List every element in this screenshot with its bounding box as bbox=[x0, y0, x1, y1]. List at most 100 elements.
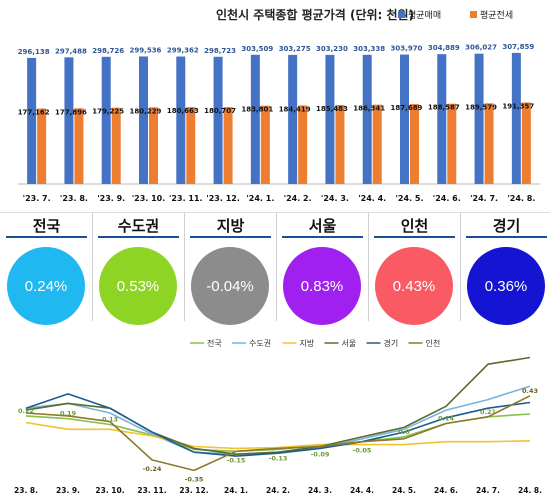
x-tick-label: '23. 10. bbox=[132, 194, 166, 203]
region-separator bbox=[184, 213, 185, 321]
price-bar-chart: 인천시 주택종합 평균가격 (단위: 천원) 평균매매 평균전세 296,138 177… bbox=[0, 0, 550, 213]
bar-label-jeonse: 185,483 bbox=[316, 105, 348, 113]
bar-label-sale: 296,138 bbox=[18, 48, 50, 56]
x-tick-label: 24. 8. bbox=[518, 486, 542, 495]
x-tick-label: '24. 5. bbox=[395, 194, 423, 203]
bar-sale bbox=[139, 56, 148, 184]
bar-jeonse bbox=[111, 107, 121, 184]
data-label: 0.14 bbox=[438, 415, 455, 423]
region-card: 지방 -0.04% bbox=[186, 213, 275, 325]
bar-jeonse bbox=[372, 104, 382, 184]
line-chart-svg: 전국 수도권 지방 서울 경기 인천 0.22 0.19 0.13 -0.24 -0.35 -0.15… bbox=[14, 338, 542, 495]
legend-swatch bbox=[470, 11, 477, 18]
bar-label-sale: 299,536 bbox=[130, 46, 162, 54]
bar-sale bbox=[288, 54, 298, 184]
bar-label-sale: 304,889 bbox=[428, 44, 460, 52]
region-underline bbox=[282, 236, 363, 238]
bar-label-jeonse: 177,162 bbox=[18, 109, 50, 117]
bar-label-jeonse: 187,689 bbox=[391, 104, 423, 112]
data-label: -0.13 bbox=[269, 454, 288, 462]
bar-jeonse bbox=[260, 105, 270, 184]
bar-sale bbox=[474, 53, 484, 185]
region-value-circle: 0.83% bbox=[283, 247, 361, 325]
x-tick-label: 24. 1. bbox=[224, 486, 248, 495]
x-tick-label: '23. 7. bbox=[23, 194, 51, 203]
data-label: -0.05 bbox=[353, 447, 372, 455]
data-label: 0.19 bbox=[60, 410, 77, 418]
x-tick-label: '24. 8. bbox=[507, 194, 535, 203]
bar-sale bbox=[27, 57, 37, 185]
bar-jeonse bbox=[335, 105, 345, 184]
data-label: 0.43 bbox=[522, 387, 538, 395]
legend-label: 평균매매 bbox=[408, 10, 441, 21]
bar-jeonse bbox=[37, 108, 47, 184]
bar-label-jeonse: 179,225 bbox=[92, 108, 124, 116]
x-tick-label: '23. 9. bbox=[97, 194, 125, 203]
bar-sale bbox=[176, 56, 186, 185]
bar-label-jeonse: 186,341 bbox=[353, 105, 385, 113]
legend-label: 인천 bbox=[426, 338, 441, 348]
bar-jeonse bbox=[410, 104, 419, 184]
region-card: 전국 0.24% bbox=[2, 213, 91, 325]
bar-sale bbox=[362, 54, 372, 184]
region-name: 경기 bbox=[492, 216, 521, 235]
bar-label-sale: 306,027 bbox=[465, 44, 497, 52]
region-name: 인천 bbox=[400, 216, 429, 235]
bar-label-jeonse: 189,579 bbox=[465, 103, 497, 111]
weekly-change-line-chart: 전국 수도권 지방 서울 경기 인천 0.22 0.19 0.13 -0.24 -0.35 -0.15… bbox=[0, 330, 550, 499]
bar-sale bbox=[64, 57, 74, 184]
bar-sale bbox=[400, 54, 409, 184]
x-tick-label: '24. 2. bbox=[284, 194, 312, 203]
x-tick-label: 23. 8. bbox=[14, 486, 38, 495]
region-change-cards: 전국 0.24% 수도권 0.53% 지방 -0.04% 서울 0.83% 인천… bbox=[0, 213, 550, 325]
legend-label: 평균전세 bbox=[480, 10, 513, 21]
bar-jeonse bbox=[186, 107, 196, 184]
bar-chart-svg: 인천시 주택종합 평균가격 (단위: 천원)평균매매 평균전세 296,138 177… bbox=[18, 7, 540, 203]
legend-label: 경기 bbox=[384, 338, 399, 348]
data-label: -0.09 bbox=[311, 451, 330, 459]
region-name: 서울 bbox=[308, 216, 337, 235]
region-name: 지방 bbox=[216, 216, 245, 235]
x-tick-label: '24. 3. bbox=[321, 194, 349, 203]
bar-jeonse bbox=[521, 102, 531, 184]
bar-sale bbox=[250, 54, 260, 184]
bar-jeonse bbox=[298, 105, 308, 184]
data-label: -0.24 bbox=[143, 465, 162, 473]
region-value-circle: 0.24% bbox=[7, 247, 85, 325]
bar-label-sale: 303,230 bbox=[316, 45, 348, 53]
region-value-circle: -0.04% bbox=[191, 247, 269, 325]
legend-swatch bbox=[398, 11, 405, 18]
x-tick-label: '24. 6. bbox=[433, 194, 461, 203]
region-card: 경기 0.36% bbox=[462, 213, 550, 325]
region-underline bbox=[6, 236, 87, 238]
bar-label-sale: 303,338 bbox=[353, 45, 385, 53]
series-line bbox=[25, 421, 531, 450]
region-card: 서울 0.83% bbox=[278, 213, 367, 325]
region-separator bbox=[276, 213, 277, 321]
bar-label-jeonse: 180,229 bbox=[130, 107, 162, 115]
x-tick-label: 24. 7. bbox=[476, 486, 500, 495]
x-tick-label: '24. 1. bbox=[246, 194, 274, 203]
region-underline bbox=[374, 236, 455, 238]
bar-jeonse bbox=[74, 108, 84, 184]
x-tick-label: 23. 9. bbox=[56, 486, 80, 495]
x-tick-label: 24. 3. bbox=[308, 486, 332, 495]
data-label: 0.13 bbox=[102, 415, 118, 423]
bar-label-sale: 297,488 bbox=[55, 47, 87, 55]
bar-label-sale: 298,726 bbox=[92, 47, 124, 55]
data-label: -0.35 bbox=[185, 475, 204, 483]
region-separator bbox=[460, 213, 461, 321]
data-label: -0.15 bbox=[227, 456, 246, 464]
bar-label-jeonse: 180,707 bbox=[204, 107, 236, 115]
bar-label-jeonse: 183,801 bbox=[241, 106, 273, 114]
region-card: 수도권 0.53% bbox=[94, 213, 183, 325]
region-name: 전국 bbox=[32, 216, 61, 235]
x-tick-label: '23. 11. bbox=[169, 194, 203, 203]
bar-jeonse bbox=[484, 103, 494, 184]
x-tick-label: 24. 4. bbox=[350, 486, 374, 495]
region-value-circle: 0.53% bbox=[99, 247, 177, 325]
x-tick-label: '24. 4. bbox=[358, 194, 386, 203]
region-separator bbox=[92, 213, 93, 321]
bar-label-sale: 303,970 bbox=[391, 45, 423, 53]
region-value-circle: 0.36% bbox=[467, 247, 545, 325]
